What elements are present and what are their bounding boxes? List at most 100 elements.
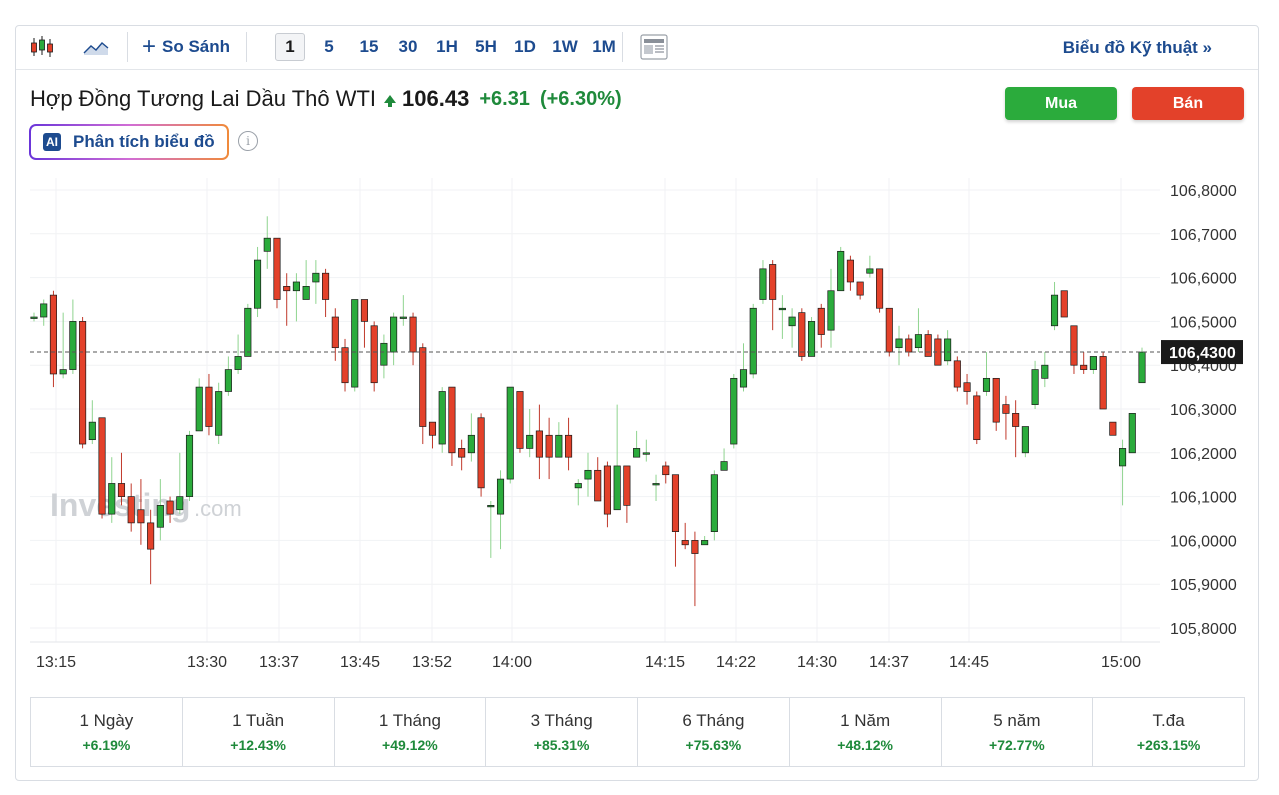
- performance-cell[interactable]: 3 Tháng +85.31%: [486, 698, 638, 766]
- candle-body: [351, 299, 359, 388]
- toolbar-divider: [622, 32, 623, 62]
- candle-body: [584, 469, 592, 480]
- candle-body: [798, 312, 806, 357]
- candle-body: [273, 237, 281, 300]
- performance-cell[interactable]: 5 năm +72.77%: [942, 698, 1094, 766]
- candle-body: [953, 360, 961, 388]
- timeframe-15[interactable]: 15: [359, 37, 379, 56]
- candle-body: [1070, 325, 1078, 366]
- candle-body: [1119, 448, 1127, 467]
- candle-body: [739, 369, 748, 388]
- area-chart-icon[interactable]: [82, 33, 110, 61]
- price-change: +6.31: [479, 87, 530, 110]
- candle-body: [302, 286, 310, 300]
- arrow-up-icon: [384, 95, 397, 107]
- candlestick-chart-icon[interactable]: [28, 33, 56, 61]
- x-axis-tick-label: 13:52: [412, 654, 452, 671]
- timeframe-1h[interactable]: 1H: [436, 37, 458, 56]
- candle-body: [846, 259, 854, 283]
- candle-body: [885, 307, 893, 353]
- compare-button[interactable]: + So Sánh: [142, 35, 231, 59]
- candle-body: [127, 496, 135, 524]
- candle-body: [448, 386, 456, 454]
- candle-body: [895, 338, 903, 349]
- x-axis-tick-label: 13:37: [259, 654, 299, 671]
- performance-strip: 1 Ngày +6.19% 1 Tuần +12.43% 1 Tháng +49.12% 3…: [30, 697, 1245, 767]
- performance-cell[interactable]: 1 Năm +48.12%: [790, 698, 942, 766]
- candle-body: [603, 465, 611, 515]
- candle-body: [156, 505, 164, 528]
- x-axis-tick-label: 14:22: [716, 654, 756, 671]
- y-axis-tick-label: 106,7000: [1170, 227, 1237, 244]
- candle-body: [477, 417, 485, 489]
- info-icon[interactable]: i: [238, 131, 258, 151]
- sell-button[interactable]: Bán: [1132, 87, 1244, 120]
- candle-body: [982, 377, 991, 392]
- performance-cell[interactable]: 1 Ngày +6.19%: [31, 698, 183, 766]
- ai-chart-analysis-button[interactable]: AI Phân tích biểu đồ: [29, 124, 229, 160]
- timeframe-30[interactable]: 30: [398, 37, 418, 56]
- candle-body: [49, 294, 57, 375]
- performance-value: +72.77%: [989, 737, 1045, 753]
- news-layout-icon[interactable]: [640, 33, 668, 61]
- candle-body: [487, 505, 495, 508]
- technical-chart-link[interactable]: Biểu đồ Kỹ thuật »: [1062, 38, 1212, 57]
- x-axis-tick-label: 15:00: [1101, 654, 1141, 671]
- candle-body: [944, 338, 952, 362]
- candle-body: [662, 465, 670, 476]
- candle-body: [399, 316, 407, 319]
- candle-body: [545, 434, 553, 458]
- performance-period: 6 Tháng: [682, 711, 745, 730]
- candle-body: [234, 356, 242, 370]
- candle-body: [428, 421, 437, 436]
- candle-body: [117, 483, 126, 497]
- x-axis-tick-label: 14:37: [869, 654, 909, 671]
- performance-cell[interactable]: 6 Tháng +75.63%: [638, 698, 790, 766]
- candle-body: [1060, 290, 1068, 318]
- candle-body: [1099, 356, 1107, 410]
- candle-body: [244, 307, 252, 357]
- timeframe-5[interactable]: 5: [324, 37, 334, 56]
- watermark-suffix: .com: [194, 496, 242, 521]
- performance-value: +263.15%: [1136, 737, 1201, 753]
- y-axis-tick-label: 105,8000: [1170, 621, 1237, 638]
- candle-body: [1021, 426, 1029, 454]
- candle-body: [108, 483, 116, 515]
- candle-body: [671, 474, 680, 532]
- timeframe-1m[interactable]: 1M: [592, 37, 616, 56]
- current-price-badge: [1161, 340, 1243, 365]
- candle-body: [283, 286, 291, 292]
- candle-body: [924, 334, 932, 357]
- x-axis-tick-label: 13:15: [36, 654, 76, 671]
- timeframe-5h[interactable]: 5H: [475, 37, 497, 56]
- compare-label: So Sánh: [162, 37, 231, 56]
- buy-button[interactable]: Mua: [1005, 87, 1117, 120]
- candle-body: [69, 321, 77, 370]
- performance-cell[interactable]: 1 Tuần +12.43%: [183, 698, 335, 766]
- candle-body: [526, 434, 534, 449]
- timeframe-1[interactable]: 1: [275, 33, 305, 61]
- candle-body: [1089, 356, 1097, 370]
- candle-body: [1050, 294, 1059, 327]
- performance-cell[interactable]: T.đa +263.15%: [1093, 698, 1244, 766]
- candle-body: [341, 347, 349, 384]
- candle-body: [769, 264, 777, 300]
- candle-body: [185, 434, 194, 497]
- timeframe-1d[interactable]: 1D: [514, 37, 536, 56]
- candle-body: [633, 448, 641, 458]
- last-price: 106.43: [402, 86, 470, 111]
- x-axis-tick-label: 13:45: [340, 654, 380, 671]
- performance-cell[interactable]: 1 Tháng +49.12%: [335, 698, 487, 766]
- candle-body: [215, 391, 223, 436]
- candle-body: [409, 316, 417, 353]
- candle-body: [788, 316, 796, 327]
- performance-period: 1 Ngày: [79, 711, 134, 730]
- current-price-label: 106,4300: [1169, 345, 1236, 362]
- candle-body: [1138, 351, 1146, 384]
- performance-period: 1 Tuần: [232, 711, 285, 730]
- timeframe-1w[interactable]: 1W: [552, 37, 578, 56]
- candle-body: [681, 540, 689, 546]
- candle-body: [30, 316, 38, 319]
- candle-body: [827, 290, 835, 331]
